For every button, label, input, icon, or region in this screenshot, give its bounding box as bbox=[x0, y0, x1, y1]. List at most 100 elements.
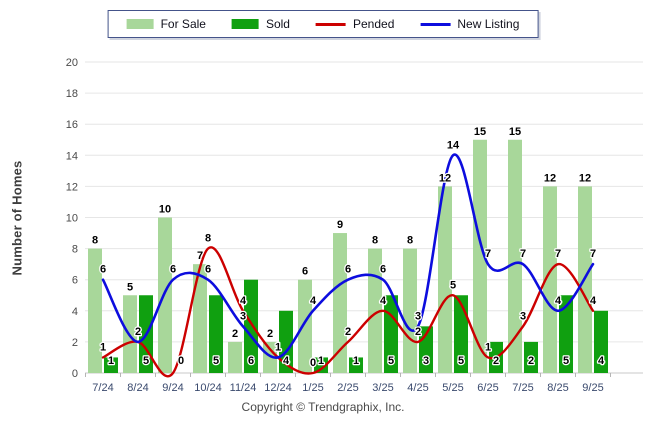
for-sale-value-label: 6 bbox=[302, 266, 308, 278]
sold-value-label: 4 bbox=[283, 355, 290, 367]
new-listing-value-label: 2 bbox=[135, 326, 141, 338]
y-axis-title: Number of Homes bbox=[9, 160, 25, 276]
sold-value-label: 5 bbox=[388, 355, 394, 367]
sold-bar bbox=[349, 357, 363, 373]
y-axis-tick-label: 18 bbox=[66, 88, 78, 100]
x-axis-tick-label: 9/25 bbox=[582, 382, 603, 394]
for-sale-value-label: 12 bbox=[439, 172, 451, 184]
y-axis-tick-label: 8 bbox=[72, 244, 78, 256]
new-listing-value-label: 7 bbox=[485, 248, 491, 260]
x-axis-tick-label: 9/24 bbox=[162, 382, 183, 394]
sold-bar bbox=[594, 310, 608, 373]
sold-value-label: 6 bbox=[248, 355, 254, 367]
pended-value-label: 4 bbox=[380, 295, 387, 307]
new-listing-value-label: 7 bbox=[590, 248, 596, 260]
for-sale-bar bbox=[298, 279, 312, 373]
sold-value-label: 4 bbox=[598, 355, 605, 367]
x-axis-tick-label: 8/25 bbox=[547, 382, 568, 394]
new-listing-value-label: 6 bbox=[345, 264, 351, 276]
sold-value-label: 1 bbox=[353, 355, 359, 367]
y-axis-tick-label: 14 bbox=[66, 150, 78, 162]
legend-label-pended: Pended bbox=[352, 17, 395, 31]
pended-value-label: 7 bbox=[555, 248, 561, 260]
y-axis-tick-label: 10 bbox=[66, 213, 78, 225]
pended-value-label: 5 bbox=[450, 279, 456, 291]
new-listing-value-label: 7 bbox=[520, 248, 526, 260]
x-axis-tick-label: 7/24 bbox=[92, 382, 113, 394]
for-sale-value-label: 5 bbox=[127, 281, 133, 293]
y-axis-tick-label: 4 bbox=[72, 306, 78, 318]
sold-bar bbox=[559, 295, 573, 373]
x-axis-tick-label: 3/25 bbox=[372, 382, 393, 394]
new-listing-value-label: 14 bbox=[447, 139, 460, 151]
for-sale-bar bbox=[333, 233, 347, 373]
x-axis-tick-label: 4/25 bbox=[407, 382, 428, 394]
legend: For Sale Sold Pended New Listing bbox=[107, 10, 539, 38]
sold-bar bbox=[524, 341, 538, 373]
sold-value-label: 3 bbox=[423, 355, 429, 367]
for-sale-bar bbox=[473, 139, 487, 373]
for-sale-bar bbox=[228, 341, 242, 373]
new-listing-value-label: 6 bbox=[380, 264, 386, 276]
x-axis-tick-label: 11/24 bbox=[230, 382, 257, 394]
for-sale-value-label: 8 bbox=[407, 235, 413, 247]
for-sale-value-label: 15 bbox=[509, 126, 521, 138]
pended-value-label: 2 bbox=[415, 326, 421, 338]
pended-value-label: 0 bbox=[310, 357, 316, 369]
for-sale-value-label: 8 bbox=[372, 235, 378, 247]
y-axis-tick-label: 0 bbox=[72, 368, 78, 380]
for-sale-value-label: 15 bbox=[474, 126, 486, 138]
sold-bar bbox=[209, 295, 223, 373]
pended-value-label: 8 bbox=[205, 233, 211, 245]
new-listing-value-label: 1 bbox=[275, 341, 281, 353]
y-axis-tick-label: 12 bbox=[66, 181, 78, 193]
for-sale-bar bbox=[543, 186, 557, 373]
for-sale-value-label: 2 bbox=[267, 328, 273, 340]
pended-value-label: 1 bbox=[100, 341, 106, 353]
x-axis-tick-label: 7/25 bbox=[512, 382, 533, 394]
new-listing-value-label: 3 bbox=[240, 310, 246, 322]
new-listing-value-label: 6 bbox=[100, 264, 106, 276]
for-sale-bar bbox=[263, 341, 277, 373]
y-axis-tick-label: 16 bbox=[66, 119, 78, 131]
sold-bar bbox=[104, 357, 118, 373]
for-sale-bar bbox=[368, 248, 382, 373]
sold-value-label: 2 bbox=[493, 355, 499, 367]
sold-value-label: 1 bbox=[108, 355, 114, 367]
legend-item-for-sale: For Sale bbox=[126, 17, 206, 31]
new-listing-value-label: 4 bbox=[310, 295, 317, 307]
x-axis-tick-label: 1/25 bbox=[302, 382, 323, 394]
sold-value-label: 5 bbox=[143, 355, 149, 367]
sold-value-label: 2 bbox=[528, 355, 534, 367]
y-axis-tick-label: 2 bbox=[72, 337, 78, 349]
sold-swatch-icon bbox=[231, 19, 259, 29]
new-listing-value-label: 3 bbox=[415, 310, 421, 322]
sold-value-label: 5 bbox=[213, 355, 219, 367]
new-listing-line bbox=[101, 153, 595, 359]
pended-line bbox=[101, 246, 595, 378]
pended-value-label: 1 bbox=[485, 341, 491, 353]
sold-value-label: 1 bbox=[318, 355, 324, 367]
legend-label-new-listing: New Listing bbox=[457, 17, 520, 31]
sold-value-label: 5 bbox=[563, 355, 569, 367]
y-axis-tick-label: 6 bbox=[72, 275, 78, 287]
pended-value-label: 4 bbox=[240, 295, 247, 307]
for-sale-value-label: 8 bbox=[92, 235, 98, 247]
pended-value-label: 2 bbox=[345, 326, 351, 338]
new-listing-value-label: 6 bbox=[170, 264, 176, 276]
pended-line-swatch-icon bbox=[315, 22, 346, 26]
sold-value-label: 5 bbox=[458, 355, 464, 367]
x-axis-tick-label: 6/25 bbox=[477, 382, 498, 394]
for-sale-bar bbox=[508, 139, 522, 373]
for-sale-value-label: 10 bbox=[159, 204, 171, 216]
for-sale-bar bbox=[88, 248, 102, 373]
for-sale-value-label: 12 bbox=[544, 172, 556, 184]
legend-item-pended: Pended bbox=[315, 17, 395, 31]
for-sale-value-label: 9 bbox=[337, 219, 343, 231]
for-sale-value-label: 7 bbox=[197, 250, 203, 262]
y-axis-tick-label: 20 bbox=[66, 57, 78, 69]
pended-value-label: 1 bbox=[275, 341, 281, 353]
for-sale-swatch-icon bbox=[126, 19, 154, 29]
